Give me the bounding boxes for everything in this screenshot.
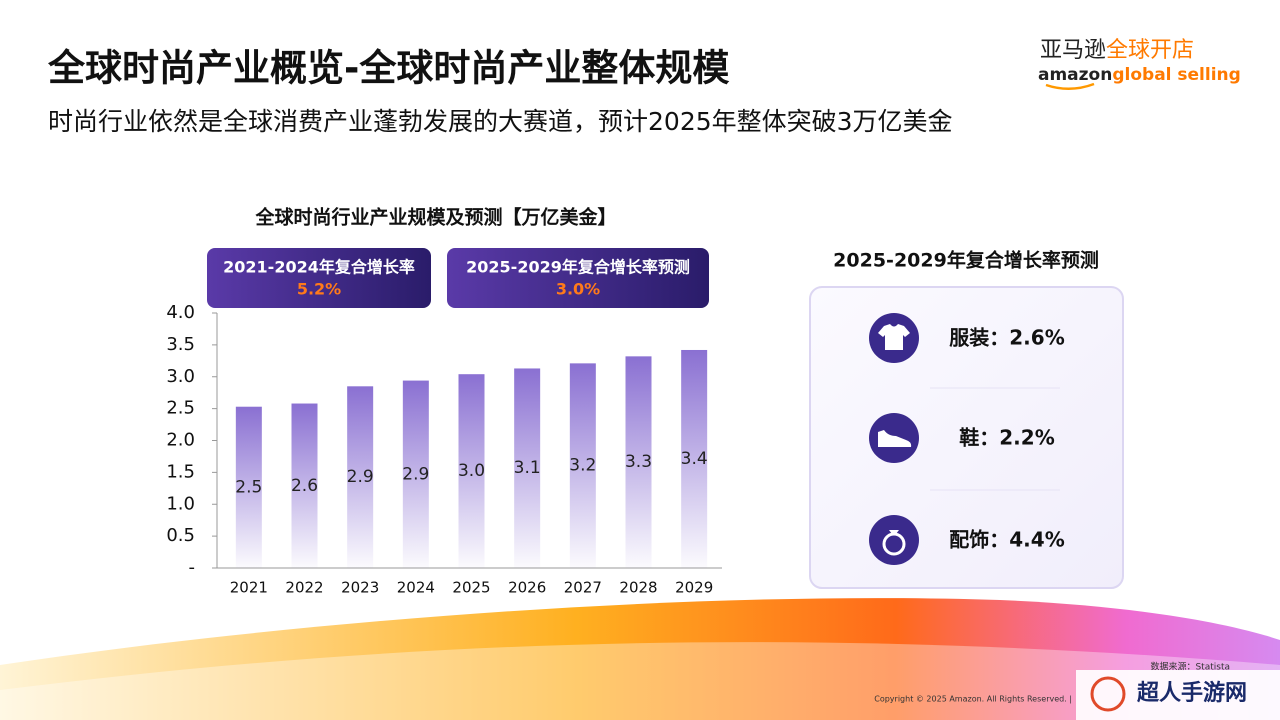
callout-label: 2021-2024年复合增长率: [223, 258, 415, 277]
x-tick-label: 2024: [397, 579, 435, 597]
bar: [514, 368, 541, 568]
x-tick-label: 2025: [452, 579, 490, 597]
logo-smile: [1045, 82, 1095, 90]
x-tick-label: 2022: [285, 579, 323, 597]
panel-item: 鞋：2.2%: [959, 426, 1054, 450]
y-tick-label: -: [189, 557, 196, 578]
bar: [235, 406, 262, 568]
x-tick-label: 2026: [508, 579, 546, 597]
value-label: 2.9: [402, 464, 429, 484]
callout-label: 2025-2029年复合增长率预测: [466, 258, 690, 277]
bar: [402, 380, 429, 568]
x-tick-label: 2028: [619, 579, 657, 597]
y-tick-label: 0.5: [166, 525, 195, 546]
bar: [681, 349, 708, 568]
icon-shirt: [878, 324, 910, 350]
bar-chart: - 0.5 1.0 1.5 2.0 2.5 3.0 3.5 4.0 2021 2.5 2022 2.6 2…: [166, 302, 722, 597]
watermark-logo: [1090, 676, 1126, 712]
x-tick-label: 2027: [564, 579, 602, 597]
panel-title: 2025-2029年复合增长率预测: [833, 249, 1099, 272]
y-tick-label: 1.5: [166, 461, 195, 482]
bar: [458, 374, 485, 568]
value-label: 2.9: [347, 467, 374, 487]
bar: [625, 356, 652, 568]
bar: [569, 363, 596, 568]
panel-item: 服装：2.6%: [949, 326, 1064, 350]
y-tick-label: 2.0: [166, 430, 195, 451]
callout-box: [207, 248, 431, 308]
panel-item: 配饰：4.4%: [949, 528, 1064, 552]
callout-value: 5.2%: [297, 280, 341, 299]
watermark: 超人手游网: [1137, 680, 1247, 706]
logo-cn: 亚马逊全球开店: [1040, 38, 1194, 63]
logo-en: amazonglobal selling: [1038, 65, 1241, 85]
icon-accessories: [869, 515, 919, 565]
title: 全球时尚产业概览-全球时尚产业整体规模: [47, 47, 729, 90]
bar: [347, 386, 374, 568]
value-label: 3.0: [458, 461, 485, 481]
decor-swoosh: [0, 598, 1280, 720]
source: 数据来源：Statista: [1150, 661, 1230, 673]
copyright: Copyright © 2025 Amazon. All Rights Rese…: [874, 695, 1072, 704]
y-tick-label: 1.0: [166, 493, 195, 514]
value-label: 3.4: [681, 449, 708, 469]
value-label: 3.2: [569, 456, 596, 476]
value-label: 3.3: [625, 452, 652, 472]
x-tick-label: 2021: [230, 579, 268, 597]
icon-gem: [889, 530, 899, 534]
subtitle: 时尚行业依然是全球消费产业蓬勃发展的大赛道，预计2025年整体突破3万亿美金: [48, 107, 953, 136]
decor-swoosh-light: [0, 642, 1280, 720]
y-tick-label: 3.5: [166, 334, 195, 355]
value-label: 3.1: [514, 458, 541, 478]
y-tick-label: 4.0: [166, 302, 195, 323]
x-tick-label: 2023: [341, 579, 379, 597]
x-tick-label: 2029: [675, 579, 713, 597]
bar: [291, 403, 318, 568]
callout-box: [447, 248, 709, 308]
y-tick-label: 2.5: [166, 398, 195, 419]
callout-value: 3.0%: [556, 280, 600, 299]
value-label: 2.6: [291, 476, 318, 496]
value-label: 2.5: [235, 477, 262, 497]
y-tick-label: 3.0: [166, 366, 195, 387]
chart-title: 全球时尚行业产业规模及预测【万亿美金】: [254, 206, 616, 229]
icon-shoe: [878, 430, 912, 447]
